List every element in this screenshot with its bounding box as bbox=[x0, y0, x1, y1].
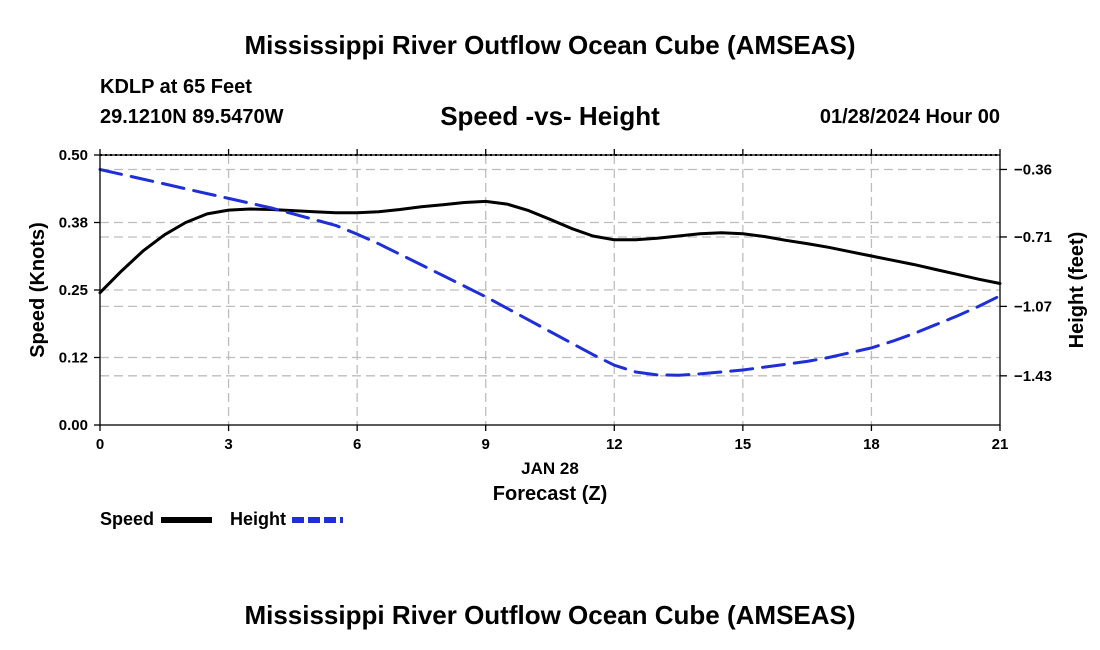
right-tick-label: −1.43 bbox=[1014, 368, 1052, 385]
left-tick-label: 0.38 bbox=[59, 215, 88, 232]
grid-lines bbox=[100, 155, 1000, 425]
series-line-height bbox=[98, 168, 1002, 377]
station-coordinates: 29.1210N 89.5470W bbox=[100, 106, 284, 128]
y-axis-right-label: Height (feet) bbox=[1066, 232, 1088, 349]
left-tick-label: 0.50 bbox=[59, 147, 88, 164]
x-axis-label: Forecast (Z) bbox=[493, 483, 607, 505]
x-tick-label: 15 bbox=[735, 436, 752, 453]
chart-title: Speed -vs- Height bbox=[440, 101, 660, 131]
series-line-speed bbox=[98, 199, 1002, 295]
right-tick-label: −0.36 bbox=[1014, 161, 1052, 178]
x-tick-label: 6 bbox=[353, 436, 361, 453]
left-tick-label: 0.12 bbox=[59, 350, 88, 367]
x-tick-label: 18 bbox=[863, 436, 880, 453]
axis-labels: 0 3 6 9 12 15 18 21 0.00 0.12 0.25 0.38 0.50 −0.36 −0.… bbox=[59, 147, 1052, 453]
x-tick-label: 0 bbox=[96, 436, 104, 453]
y-axis-left-label: Speed (Knots) bbox=[27, 222, 49, 358]
x-tick-label: 9 bbox=[482, 436, 490, 453]
legend-label-height: Height bbox=[230, 509, 286, 529]
right-tick-label: −1.07 bbox=[1014, 298, 1052, 315]
right-tick-label: −0.71 bbox=[1014, 229, 1052, 246]
forecast-datetime: 01/28/2024 Hour 00 bbox=[819, 106, 1000, 128]
legend: Speed Height bbox=[100, 509, 343, 529]
x-tick-label: 3 bbox=[224, 436, 232, 453]
series-lines bbox=[98, 168, 1002, 377]
left-tick-label: 0.25 bbox=[59, 282, 88, 299]
left-tick-label: 0.00 bbox=[59, 417, 88, 434]
page-title-top: Mississippi River Outflow Ocean Cube (AM… bbox=[244, 30, 856, 60]
x-tick-label: 21 bbox=[992, 436, 1009, 453]
x-tick-label: 12 bbox=[606, 436, 623, 453]
tick-marks bbox=[94, 149, 1007, 431]
page-title-bottom: Mississippi River Outflow Ocean Cube (AM… bbox=[244, 600, 856, 630]
legend-label-speed: Speed bbox=[100, 509, 154, 529]
x-axis-date-label: JAN 28 bbox=[521, 459, 579, 478]
station-name: KDLP at 65 Feet bbox=[100, 76, 252, 98]
